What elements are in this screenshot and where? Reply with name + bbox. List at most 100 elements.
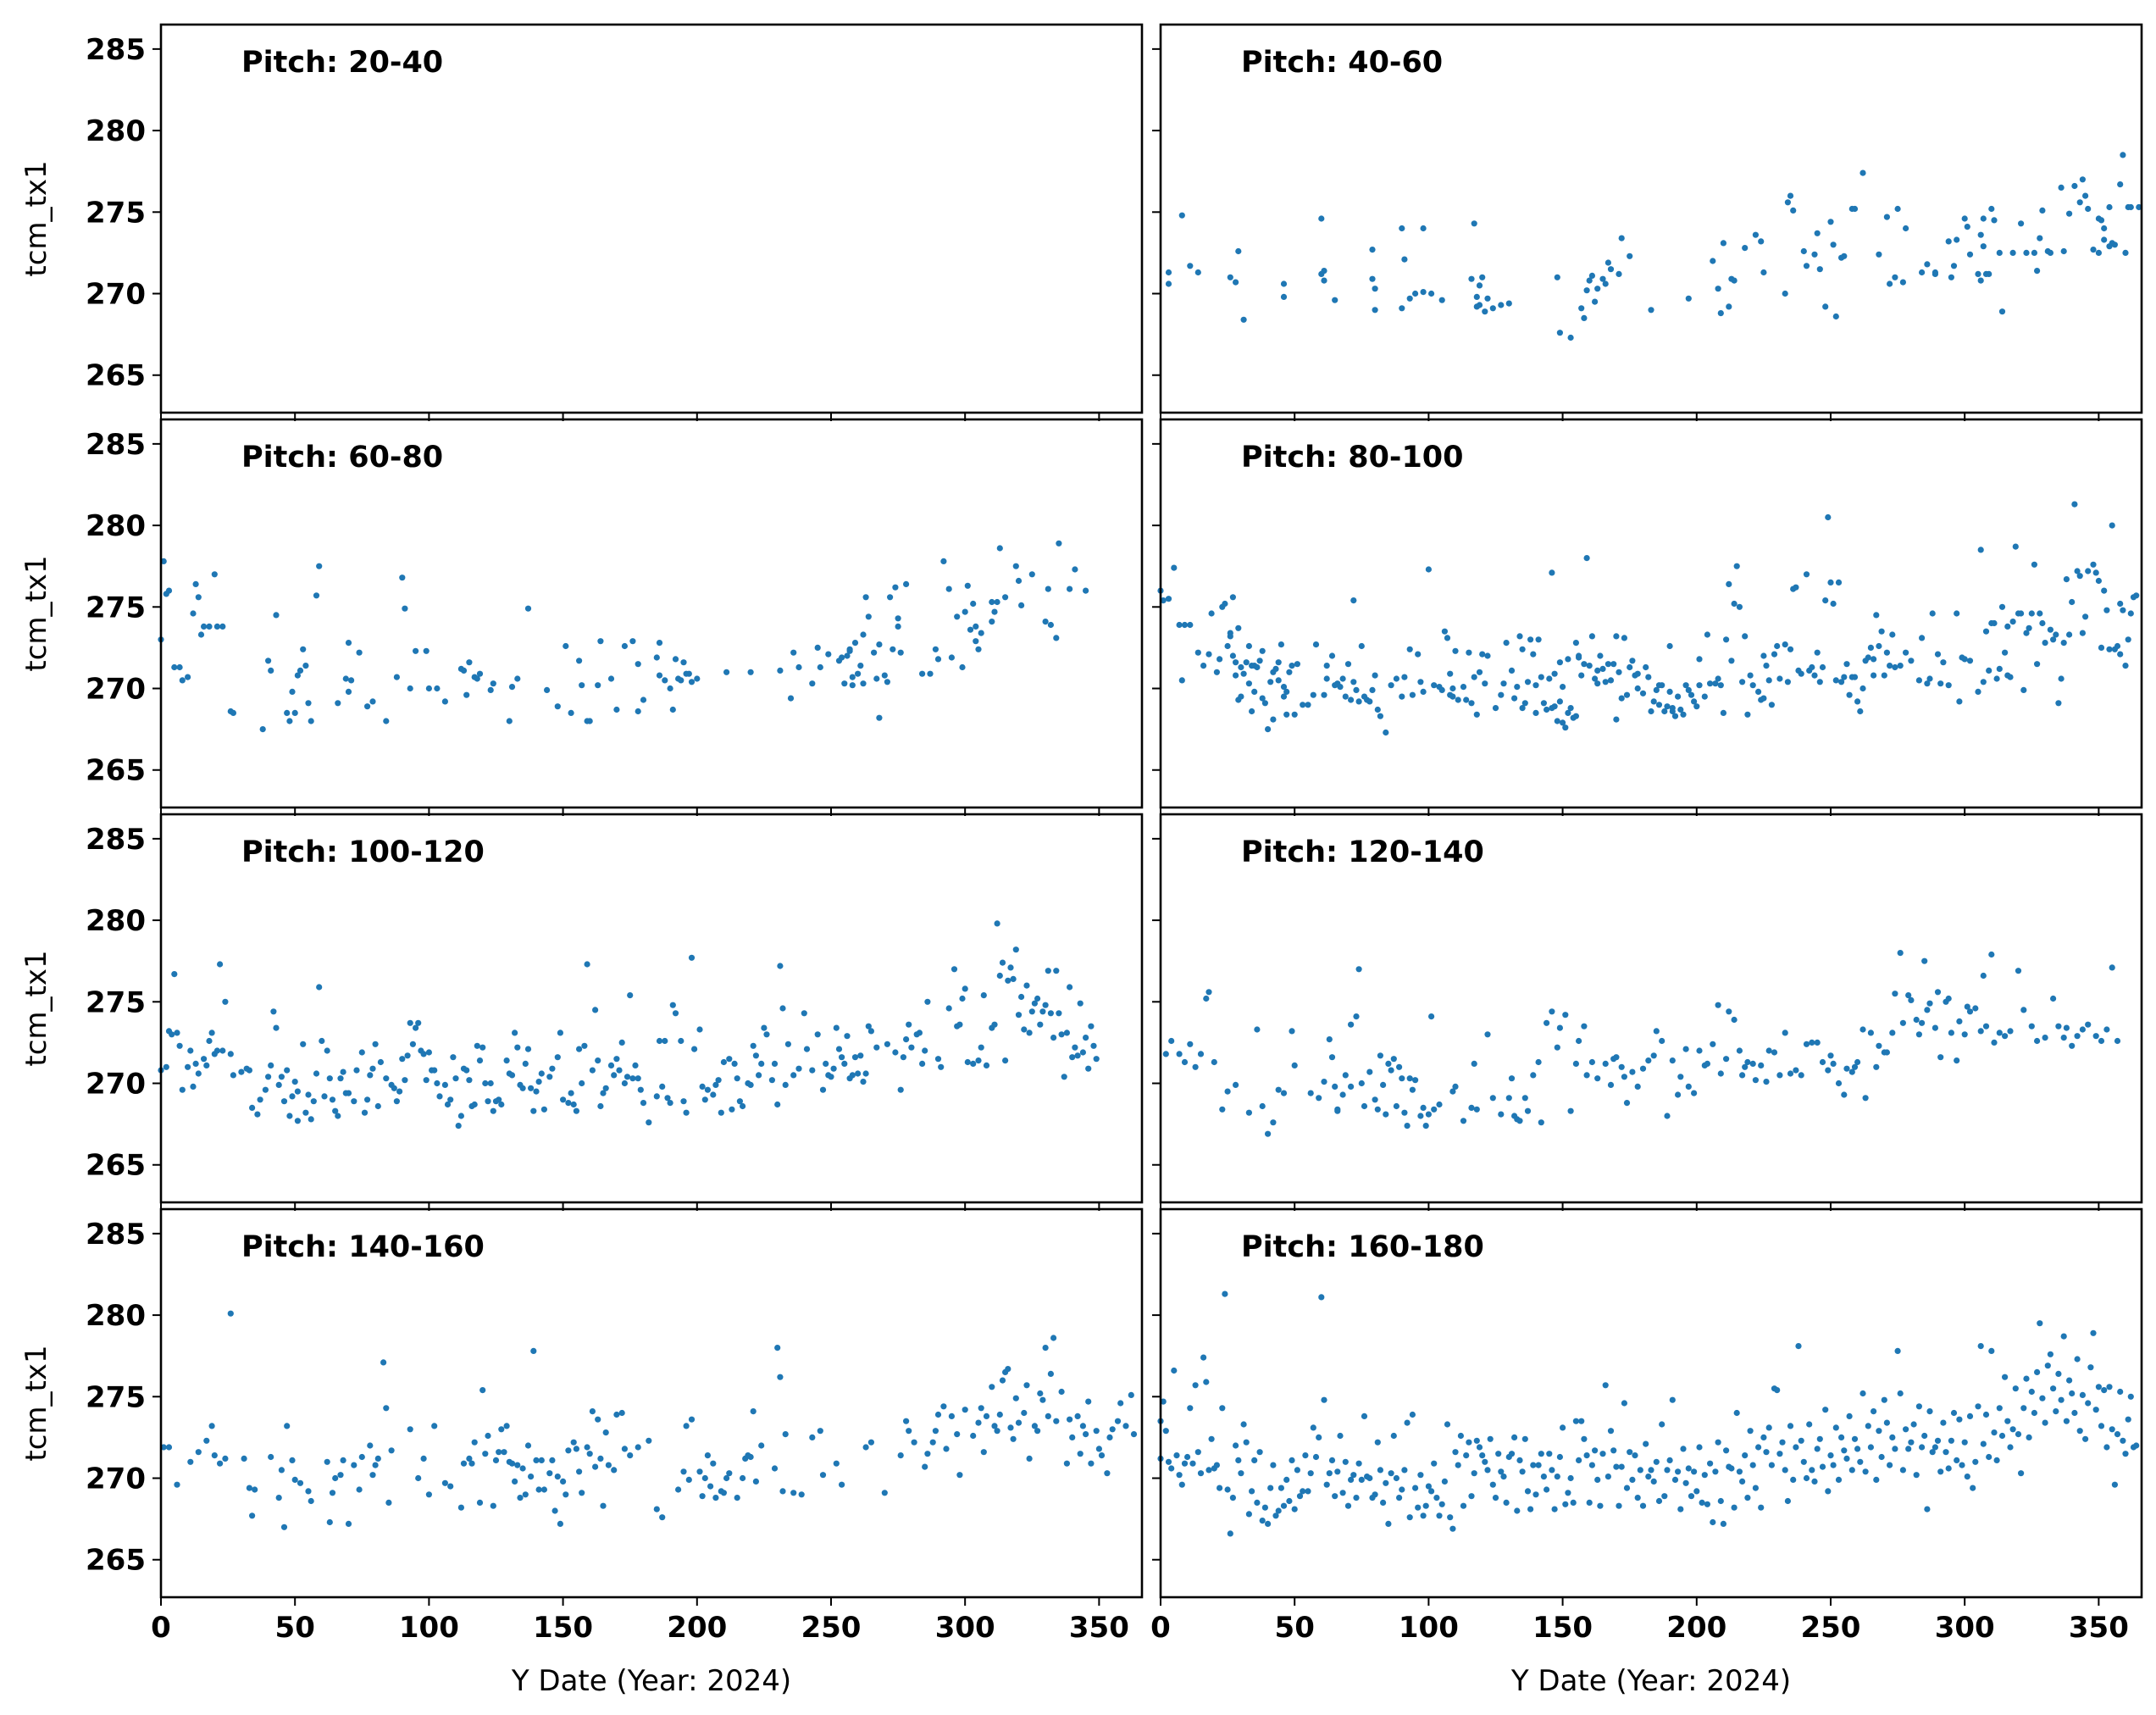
data-point bbox=[1556, 659, 1563, 666]
data-point bbox=[1463, 1452, 1470, 1459]
data-point bbox=[206, 623, 213, 630]
data-point bbox=[1348, 1021, 1355, 1028]
data-point bbox=[2047, 1351, 2053, 1357]
data-point bbox=[1516, 1457, 1523, 1463]
data-point bbox=[1233, 659, 1239, 666]
data-point bbox=[1758, 1504, 1765, 1511]
data-point bbox=[1283, 1476, 1290, 1483]
data-point bbox=[685, 1476, 692, 1483]
data-point bbox=[1532, 682, 1539, 689]
data-point bbox=[1540, 700, 1547, 707]
data-point bbox=[1224, 1486, 1231, 1493]
data-point bbox=[1618, 1463, 1625, 1470]
data-point bbox=[1484, 1467, 1491, 1474]
data-point bbox=[1489, 1095, 1496, 1102]
data-point bbox=[814, 644, 821, 652]
data-point bbox=[1621, 635, 1627, 641]
data-point bbox=[940, 558, 947, 565]
data-point bbox=[1455, 1462, 1461, 1468]
data-point bbox=[1653, 686, 1660, 694]
data-point bbox=[720, 1058, 728, 1066]
data-point bbox=[790, 1072, 797, 1079]
data-point bbox=[1383, 1479, 1389, 1486]
data-point bbox=[1053, 635, 1060, 641]
data-point bbox=[2117, 600, 2124, 608]
data-point bbox=[160, 558, 167, 565]
data-point bbox=[839, 654, 845, 661]
data-point bbox=[1393, 675, 1399, 682]
data-point bbox=[830, 1065, 837, 1072]
data-point bbox=[2109, 964, 2115, 971]
data-point bbox=[694, 675, 701, 682]
data-point bbox=[1809, 1039, 1815, 1046]
data-point bbox=[1669, 1396, 1676, 1403]
data-point bbox=[1203, 995, 1210, 1002]
data-point bbox=[1409, 1411, 1416, 1418]
data-point bbox=[978, 1405, 984, 1412]
data-point bbox=[1744, 1495, 1751, 1501]
data-point bbox=[179, 1086, 186, 1093]
data-point bbox=[1039, 1008, 1046, 1015]
data-point bbox=[1165, 280, 1172, 287]
data-point bbox=[1374, 1439, 1381, 1446]
data-point bbox=[940, 1403, 947, 1410]
data-point bbox=[884, 679, 890, 685]
data-point bbox=[576, 658, 583, 664]
data-point bbox=[1996, 1030, 2003, 1036]
data-point bbox=[1929, 1449, 1936, 1456]
data-point bbox=[1586, 1499, 1593, 1506]
data-point bbox=[1583, 1452, 1590, 1459]
data-point bbox=[2039, 1395, 2046, 1401]
data-point bbox=[1012, 563, 1019, 569]
data-point bbox=[2095, 1384, 2102, 1390]
data-point bbox=[1393, 1102, 1399, 1110]
data-point bbox=[975, 646, 982, 652]
data-point bbox=[1339, 1490, 1346, 1496]
data-point bbox=[1047, 1010, 1054, 1017]
data-point bbox=[1798, 670, 1804, 677]
data-point bbox=[490, 1107, 496, 1114]
data-point bbox=[1280, 293, 1288, 300]
data-point bbox=[1358, 1080, 1365, 1087]
data-point bbox=[351, 1098, 357, 1105]
data-point bbox=[1556, 698, 1563, 705]
data-point bbox=[291, 709, 298, 717]
data-point bbox=[1538, 1451, 1544, 1457]
data-point bbox=[1894, 1347, 1901, 1354]
data-point bbox=[1894, 205, 1901, 213]
data-point bbox=[1825, 1067, 1832, 1074]
data-point bbox=[367, 1442, 374, 1449]
data-point bbox=[227, 1051, 234, 1057]
data-point bbox=[1905, 1446, 1912, 1452]
data-point bbox=[1980, 972, 1987, 980]
data-point bbox=[1374, 706, 1381, 713]
data-point bbox=[1093, 1056, 1100, 1063]
data-point bbox=[2028, 1388, 2035, 1396]
data-point bbox=[1731, 1016, 1738, 1024]
data-point bbox=[1275, 677, 1282, 684]
y-axis-label: tcm_tx1 bbox=[19, 1345, 53, 1461]
data-point bbox=[1605, 259, 1611, 266]
data-point bbox=[2060, 640, 2067, 647]
data-point bbox=[605, 1462, 612, 1468]
data-point bbox=[975, 1419, 982, 1426]
data-point bbox=[1463, 697, 1470, 703]
data-point bbox=[1433, 1495, 1440, 1501]
data-point bbox=[568, 709, 574, 717]
x-tick-label: 250 bbox=[1800, 1611, 1860, 1645]
data-point bbox=[1897, 663, 1904, 669]
data-point bbox=[1876, 1428, 1882, 1435]
data-point bbox=[964, 1058, 971, 1066]
data-point bbox=[1249, 1488, 1255, 1495]
data-point bbox=[1940, 1419, 1947, 1426]
data-point bbox=[2039, 619, 2046, 627]
data-point bbox=[983, 1413, 990, 1419]
data-point bbox=[1710, 1518, 1716, 1526]
data-point bbox=[1300, 702, 1306, 708]
data-point bbox=[867, 1028, 874, 1035]
data-point bbox=[1300, 1488, 1306, 1495]
data-point bbox=[712, 1495, 719, 1501]
data-point bbox=[1476, 302, 1483, 308]
data-point bbox=[624, 1074, 631, 1080]
data-point bbox=[1857, 708, 1864, 715]
